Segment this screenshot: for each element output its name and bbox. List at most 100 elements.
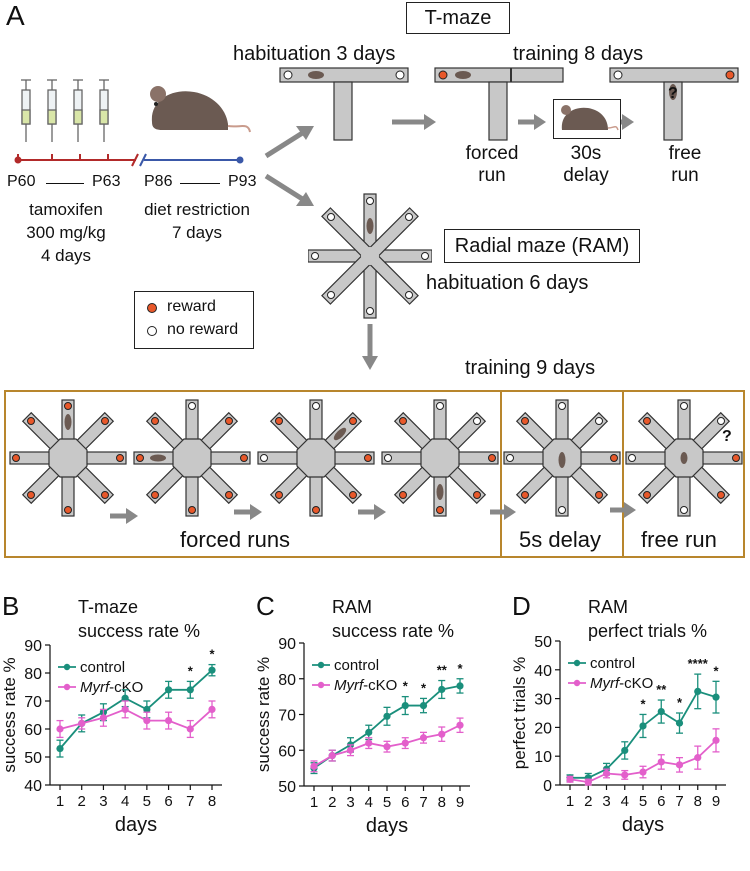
chart-c-xtick-label: 4 [365, 794, 373, 811]
chart-d-xtick-label: 1 [566, 793, 574, 810]
chart-b-point [186, 725, 194, 733]
chart-c-ytick-label: 70 [278, 708, 296, 725]
ram-forced-1 [9, 399, 127, 517]
delay-text: 30s delay [550, 143, 622, 187]
chart-b-xtick-label: 4 [121, 793, 129, 810]
chart-b-xtick-label: 2 [78, 793, 86, 810]
chart-b-point [78, 719, 86, 727]
label-p86: P86 [144, 173, 173, 190]
chart-b-point [164, 717, 173, 725]
chart-c-point [438, 730, 446, 738]
chart-c-significance: * [421, 680, 427, 695]
chart-d-ytick-label: 10 [534, 749, 552, 766]
legend-no-reward-label: no reward [167, 321, 239, 338]
diet-text: diet restriction 7 days [124, 198, 270, 244]
chart-b-legend-label: Myrf-cKO [80, 679, 143, 696]
tamoxifen-line: tamoxifen [29, 200, 103, 219]
tmaze-habituation: habituation 3 days [233, 43, 396, 65]
chart-d-title-2: perfect trials % [588, 621, 707, 641]
chart-c-xtick-label: 9 [456, 794, 464, 811]
branch-arrows [264, 126, 314, 206]
chart-d-legend-marker [573, 659, 581, 667]
chart-c-significance: * [403, 679, 409, 694]
chart-c-point [365, 728, 373, 736]
chart-b-xtick-label: 5 [143, 793, 151, 810]
chart-d-point [584, 778, 592, 786]
chart-c-point [365, 739, 373, 747]
chart-c-xlabel: days [366, 815, 408, 837]
chart-b-legend-label: control [80, 659, 125, 676]
reward-dot-icon [147, 303, 157, 313]
chart-b-point [56, 725, 64, 733]
chart-c-point [419, 734, 428, 742]
tamoxifen-text: tamoxifen 300 mg/kg 4 days [10, 198, 122, 267]
chart-d-title-1: RAM [588, 597, 628, 617]
timeline [14, 153, 244, 167]
chart-d-significance: ** [656, 682, 667, 697]
mouse-icon [150, 86, 251, 133]
delay-5s-label: 5s delay [519, 527, 601, 552]
chart-b-significance: * [188, 663, 194, 678]
chart-c-significance: * [457, 661, 463, 676]
chart-d-legend-label: Myrf-cKO [590, 675, 653, 692]
ram-forced-3 [257, 399, 375, 517]
chart-d-xtick-label: 7 [675, 793, 683, 810]
chart-b-point [99, 714, 108, 722]
chart-c-ytick-label: 80 [278, 672, 296, 689]
panel-a-label: A [6, 0, 25, 31]
label-p93: P93 [228, 173, 257, 190]
chart-d-ytick-label: 40 [534, 663, 552, 680]
chart-d-significance: * [640, 696, 646, 711]
chart-c-ylabel: success rate % [254, 657, 273, 772]
chart-c-legend-marker [317, 681, 325, 689]
tamoxifen-duration: 4 days [40, 246, 92, 265]
chart-c-xtick-label: 6 [401, 794, 409, 811]
delay-mouse-icon [561, 105, 619, 131]
forced-runs-label: forced runs [180, 527, 291, 552]
training-arrows [110, 502, 636, 524]
chart-b-xtick-label: 6 [164, 793, 172, 810]
chart-c-series-line [313, 685, 461, 769]
chart-b-point [208, 666, 216, 674]
chart-d-ytick-label: 0 [543, 778, 552, 795]
chart-b-legend-marker [63, 683, 71, 691]
chart-d-xtick-label: 4 [621, 793, 629, 810]
label-p60: P60 [7, 173, 36, 190]
delay-line1: 30s [570, 143, 602, 164]
chart-d-xtick-label: 3 [602, 793, 610, 810]
chart-b-legend-marker [63, 663, 71, 671]
diet-line: diet restriction [144, 200, 250, 219]
divider-2 [622, 390, 624, 558]
chart-b-ytick-label: 50 [24, 750, 42, 767]
chart-b-significance: * [209, 647, 215, 662]
chart-d-xtick-label: 6 [657, 793, 665, 810]
chart-c-xtick-label: 1 [310, 794, 318, 811]
reward-legend: reward no reward [134, 291, 254, 349]
chart-c-point [383, 743, 391, 751]
delay-line2: delay [563, 165, 609, 186]
chart-c-title-1: RAM [332, 597, 372, 617]
panel-d-label: D [512, 591, 531, 621]
chart-b-ytick-label: 70 [24, 694, 42, 711]
chart-c-point [419, 701, 428, 710]
chart-d-point [657, 758, 665, 766]
chart-c-point [328, 752, 336, 760]
chart-b-xlabel: days [115, 814, 157, 836]
chart-d-point [621, 771, 629, 779]
chart-b-ytick-label: 40 [24, 778, 42, 795]
chart-c-xtick-label: 8 [438, 794, 446, 811]
chart-c-ytick-label: 90 [278, 636, 296, 653]
legend-reward-label: reward [167, 298, 216, 315]
chart-c-xtick-label: 5 [383, 794, 391, 811]
ram-question: ? [722, 428, 732, 445]
chart-b-point [186, 686, 194, 694]
chart-b-ytick-label: 80 [24, 666, 42, 683]
chart-d-xtick-label: 9 [712, 793, 720, 810]
chart-d-point [621, 746, 629, 755]
ram-training-diagrams [9, 399, 743, 524]
chart-d-xtick-label: 5 [639, 793, 647, 810]
chart-b-xtick-label: 3 [99, 793, 107, 810]
tmaze-question: ? [668, 85, 678, 102]
chart-c-legend-label: Myrf-cKO [334, 677, 397, 694]
